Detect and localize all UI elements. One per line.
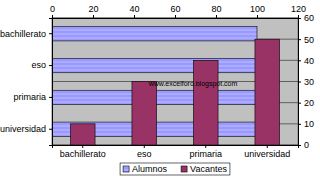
tick-label: 20 bbox=[88, 4, 98, 14]
bar bbox=[52, 58, 257, 72]
tick-mark bbox=[52, 15, 53, 18]
tick: eso bbox=[137, 145, 152, 159]
x-axis-top: 020406080100120 bbox=[50, 4, 306, 19]
tick-label: 10 bbox=[304, 119, 314, 129]
axis-line bbox=[49, 19, 53, 146]
axis-line bbox=[299, 19, 302, 146]
tick-mark bbox=[49, 33, 52, 34]
tick: universidad bbox=[0, 124, 52, 134]
tick-label: universidad bbox=[0, 124, 46, 134]
tick-mark bbox=[257, 15, 258, 18]
tick: 0 bbox=[50, 4, 55, 18]
tick-mark bbox=[298, 15, 299, 18]
grid bbox=[52, 18, 298, 145]
tick-mark bbox=[298, 124, 301, 125]
column bbox=[193, 60, 218, 145]
legend-label: Vacantes bbox=[190, 164, 227, 174]
tick-mark bbox=[49, 97, 52, 98]
tick-label: 40 bbox=[304, 56, 314, 66]
legend-box bbox=[120, 163, 230, 175]
tick-mark bbox=[175, 15, 176, 18]
legend-swatch bbox=[181, 166, 187, 172]
axis-line bbox=[53, 146, 299, 149]
legend-swatch bbox=[123, 166, 129, 172]
tick: 40 bbox=[129, 4, 139, 18]
tick-mark bbox=[49, 129, 52, 130]
marks bbox=[52, 27, 280, 145]
series bbox=[70, 39, 279, 145]
x-axis-bottom: bachillerato eso primaria universidad bbox=[53, 145, 299, 159]
tick-mark bbox=[216, 15, 217, 18]
bar bbox=[52, 27, 257, 41]
tick-label: bachillerato bbox=[60, 149, 106, 159]
legend-item: Vacantes bbox=[181, 164, 227, 174]
tick: universidad bbox=[244, 145, 290, 159]
tick-label: primaria bbox=[13, 92, 46, 102]
annotation: www.excelforo.blogspot.com bbox=[148, 80, 238, 88]
tick-label: 0 bbox=[304, 140, 309, 150]
tick: 10 bbox=[298, 119, 314, 129]
legend: Alumnos Vacantes bbox=[120, 163, 230, 175]
tick: 0 bbox=[298, 140, 309, 150]
tick: 50 bbox=[298, 35, 314, 45]
legend-item: Alumnos bbox=[123, 164, 168, 174]
chart: 0204060801001200102030405060bachillerato… bbox=[0, 0, 320, 178]
tick: 20 bbox=[298, 98, 314, 108]
tick-label: 80 bbox=[211, 4, 221, 14]
tick-label: bachillerato bbox=[0, 29, 46, 39]
plot-background bbox=[52, 18, 298, 145]
tick: 20 bbox=[88, 4, 98, 18]
tick-label: primaria bbox=[189, 149, 222, 159]
y-axis-left: bachillerato eso primaria universidad bbox=[0, 19, 53, 146]
tick: 60 bbox=[298, 13, 314, 23]
tick-mark bbox=[134, 15, 135, 18]
tick-label: 0 bbox=[50, 4, 55, 14]
tick: primaria bbox=[13, 92, 52, 102]
tick-label: 60 bbox=[170, 4, 180, 14]
tick-mark bbox=[298, 39, 301, 40]
tick: eso bbox=[31, 60, 52, 70]
tick-mark bbox=[298, 18, 301, 19]
legend-label: Alumnos bbox=[132, 164, 168, 174]
axis-line bbox=[53, 15, 299, 19]
tick-mark bbox=[298, 60, 301, 61]
tick: bachillerato bbox=[60, 145, 106, 159]
tick-mark bbox=[298, 82, 301, 83]
tick: bachillerato bbox=[0, 29, 52, 39]
tick: 80 bbox=[211, 4, 221, 18]
column bbox=[70, 124, 95, 145]
tick-label: 50 bbox=[304, 35, 314, 45]
tick: primaria bbox=[189, 145, 222, 159]
tick-mark bbox=[82, 145, 83, 148]
tick-mark bbox=[205, 145, 206, 148]
tick-label: eso bbox=[137, 149, 152, 159]
tick-mark bbox=[49, 65, 52, 66]
tick-label: 100 bbox=[250, 4, 265, 14]
column bbox=[255, 39, 280, 145]
tick-label: universidad bbox=[244, 149, 290, 159]
tick: 100 bbox=[250, 4, 265, 18]
tick: 40 bbox=[298, 56, 314, 66]
tick-mark bbox=[144, 145, 145, 148]
tick: 60 bbox=[170, 4, 180, 18]
column bbox=[132, 82, 157, 146]
tick: 30 bbox=[298, 77, 314, 87]
tick-label: 30 bbox=[304, 77, 314, 87]
y2-axis: 0 10 20 30 40 50 60 bbox=[298, 13, 314, 150]
tick-label: 60 bbox=[304, 13, 314, 23]
tick-mark bbox=[298, 103, 301, 104]
tick-label: eso bbox=[31, 60, 46, 70]
tick-mark bbox=[93, 15, 94, 18]
tick-mark bbox=[267, 145, 268, 148]
tick-label: 20 bbox=[304, 98, 314, 108]
tick-label: 40 bbox=[129, 4, 139, 14]
